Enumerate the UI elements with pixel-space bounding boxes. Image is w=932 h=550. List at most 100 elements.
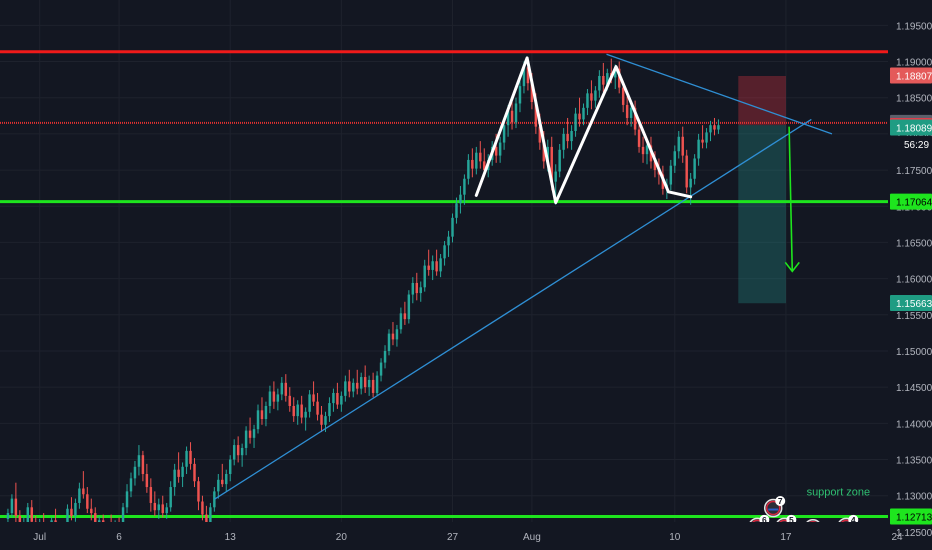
candle-bullish [228, 459, 232, 475]
candle-bullish [367, 379, 371, 388]
time-tick-label: 13 [225, 532, 237, 543]
candle-bullish [558, 149, 561, 172]
candle-bullish [697, 139, 700, 159]
candle-bearish [371, 379, 375, 393]
candle-bullish [439, 258, 442, 272]
candle-bearish [534, 102, 538, 127]
candle-bearish [161, 504, 164, 514]
candle-bullish [328, 403, 331, 417]
candle-bullish [332, 392, 335, 404]
candle-bullish [451, 217, 454, 237]
candle-bearish [538, 126, 542, 143]
candle-bullish [383, 350, 387, 363]
price-axis[interactable]: 1.195001.190001.185001.180001.175001.170… [888, 0, 932, 550]
price-tag [890, 119, 932, 136]
time-axis[interactable]: Jul 6 13 20 27 Aug 10 17 24 [0, 522, 903, 550]
candle-bullish [606, 73, 609, 85]
projection-arrow-shaft[interactable] [788, 126, 794, 272]
candle-bearish [236, 445, 240, 456]
support-zone-label[interactable]: support zone [807, 487, 871, 499]
candle-bearish [153, 502, 157, 511]
candle-bearish [415, 282, 419, 294]
candle-bullish [232, 445, 236, 460]
candle-bearish [641, 146, 645, 155]
candle-bearish [479, 152, 482, 162]
candle-bearish [86, 494, 89, 509]
candle-bullish [129, 478, 133, 492]
candle-bullish [280, 382, 284, 395]
time-tick-label: 20 [336, 532, 348, 543]
price-tag [890, 67, 932, 84]
candle-bearish [260, 410, 264, 420]
chart-grid [0, 0, 898, 533]
price-tick-label: 1.14000 [896, 419, 932, 430]
event-count: 5 [789, 515, 794, 525]
candle-bearish [510, 110, 514, 123]
candle-bearish [288, 395, 291, 406]
candle-bullish [395, 329, 399, 340]
candle-bearish [566, 133, 569, 142]
candle-bullish [431, 261, 434, 270]
horizontal-levels[interactable] [0, 50, 888, 518]
candle-bearish [145, 474, 149, 488]
price-tick-label: 1.13000 [896, 492, 932, 503]
candle-bullish [614, 68, 617, 78]
candle-bearish [177, 469, 180, 477]
candle-bearish [94, 513, 97, 531]
candle-bearish [18, 515, 22, 528]
candle-bullish [506, 110, 510, 126]
price-tag-label: 1.15663 [896, 299, 932, 310]
candle-bullish [137, 455, 141, 467]
candle-bullish [574, 113, 577, 131]
double-top-pattern[interactable] [474, 56, 693, 205]
candle-bearish [542, 142, 546, 162]
trendline[interactable] [606, 53, 833, 135]
candle-bullish [340, 395, 343, 405]
candle-bullish [324, 416, 327, 425]
candle-bullish [26, 507, 30, 524]
price-tick-label: 1.16500 [896, 238, 932, 249]
price-tick-label: 1.16000 [896, 275, 932, 286]
candle-bullish [582, 107, 585, 120]
stop-loss-zone[interactable] [738, 75, 786, 126]
candle-bearish [205, 514, 208, 524]
drawing-tools[interactable]: support zone [213, 53, 871, 500]
candle-bullish [669, 165, 673, 185]
candle-bearish [193, 463, 196, 482]
candle-bullish [173, 469, 176, 488]
candle-bullish [467, 159, 470, 179]
price-tick-label: 1.15500 [896, 311, 932, 322]
candle-bearish [336, 392, 339, 405]
candle-bullish [379, 362, 383, 376]
candle-bullish [586, 93, 589, 108]
event-count: 4 [851, 515, 856, 525]
event-marker[interactable]: 7 [763, 496, 786, 518]
candle-bearish [312, 394, 315, 402]
candle-bullish [10, 498, 14, 514]
price-tag [890, 295, 932, 312]
time-axis-background [0, 522, 888, 550]
candle-bullish [125, 491, 129, 508]
candle-bullish [717, 125, 720, 130]
candle-bearish [356, 382, 359, 389]
candle-bearish [14, 498, 18, 516]
candle-bullish [217, 479, 220, 492]
time-tick-label: 27 [447, 532, 459, 543]
candlestick-series [6, 57, 720, 550]
projection-arrow-head[interactable] [784, 261, 800, 273]
candle-bearish [427, 265, 430, 270]
candle-bullish [276, 394, 280, 402]
candle-bearish [320, 414, 323, 425]
candle-bullish [296, 404, 299, 417]
candle-bearish [70, 508, 73, 516]
price-tick-label: 1.19000 [896, 58, 932, 69]
candle-bullish [6, 513, 10, 519]
event-count: 7 [778, 496, 783, 506]
candle-bearish [201, 501, 204, 515]
position-tool[interactable] [738, 75, 786, 304]
take-profit-zone[interactable] [738, 125, 786, 304]
candle-bullish [133, 466, 137, 479]
trendline[interactable] [213, 118, 812, 500]
